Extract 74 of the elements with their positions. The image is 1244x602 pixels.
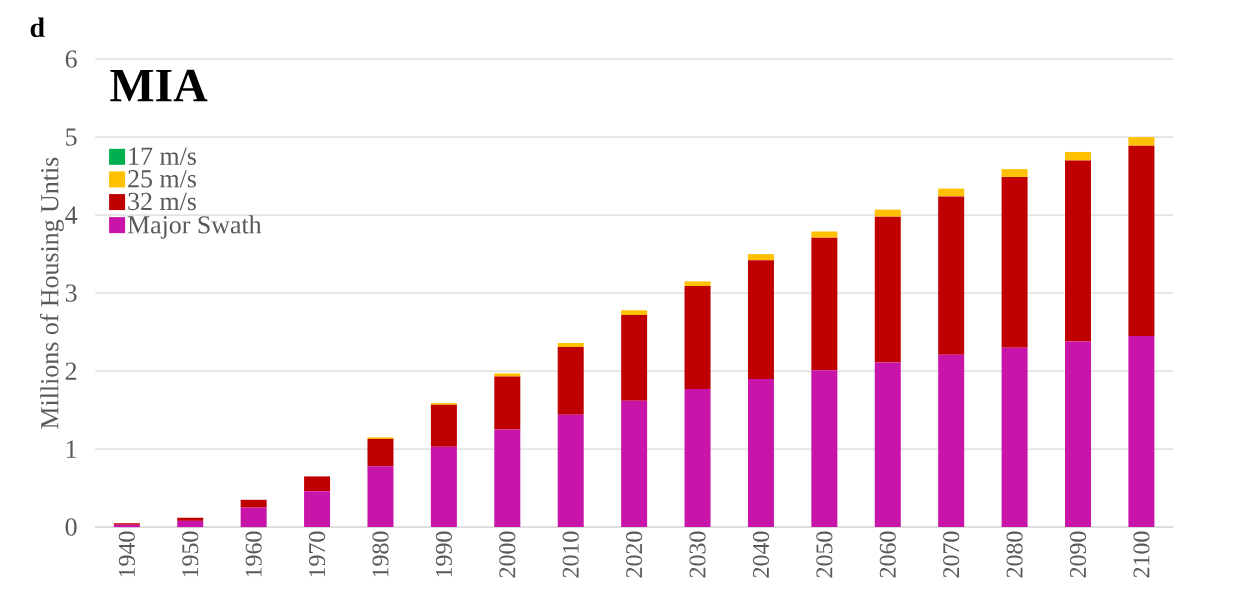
x-tick-label: 2010 xyxy=(562,531,579,578)
x-tick-label: 2060 xyxy=(879,531,896,578)
x-tick-label: 2080 xyxy=(1006,531,1023,578)
bar xyxy=(747,378,774,528)
chart-title: MIA xyxy=(110,69,208,102)
y-tick-label: 6 xyxy=(65,50,77,68)
bar xyxy=(938,188,965,197)
bar xyxy=(367,466,394,528)
x-tick-label: 1970 xyxy=(309,531,326,577)
x-tick-label: 1990 xyxy=(435,531,452,577)
bar xyxy=(684,389,711,528)
bar xyxy=(240,499,267,508)
y-tick-label: 4 xyxy=(65,206,78,224)
bar xyxy=(557,346,584,415)
bar xyxy=(938,354,965,528)
x-tick-label: 2030 xyxy=(689,531,706,578)
bar xyxy=(811,370,838,528)
x-tick-label: 1980 xyxy=(372,531,389,577)
bar xyxy=(621,310,648,315)
legend-label: Major Swath xyxy=(127,215,262,239)
y-tick-label: 0 xyxy=(65,518,77,536)
bar xyxy=(811,231,838,238)
bar xyxy=(874,216,901,363)
bar xyxy=(430,446,457,528)
bar xyxy=(1128,137,1155,146)
bar xyxy=(1065,341,1091,528)
x-tick-label: 2070 xyxy=(943,531,960,578)
legend-label: 32 m/s xyxy=(128,192,196,211)
x-tick-label: 2020 xyxy=(626,531,643,578)
bar xyxy=(1001,176,1028,348)
x-tick-label: 2050 xyxy=(816,531,833,578)
bar xyxy=(747,254,774,261)
y-tick-label: 1 xyxy=(66,440,77,458)
bar xyxy=(494,373,521,377)
bar xyxy=(621,314,648,401)
bar xyxy=(1065,151,1091,161)
bar xyxy=(1001,169,1028,177)
x-tick-label: 2090 xyxy=(1069,531,1087,578)
x-tick-label: 1940 xyxy=(118,531,135,577)
bar xyxy=(874,209,901,217)
bar xyxy=(367,438,394,467)
x-tick-label: 1950 xyxy=(182,531,199,577)
bar xyxy=(557,414,584,528)
bar xyxy=(874,362,901,528)
bar xyxy=(938,196,965,355)
x-tick-label: 2100 xyxy=(1133,531,1150,578)
bar xyxy=(811,237,838,371)
bar xyxy=(1065,160,1091,342)
y-tick-label: 2 xyxy=(65,362,77,380)
bar xyxy=(621,400,648,528)
bar xyxy=(494,429,521,528)
bar xyxy=(1001,347,1028,528)
bar xyxy=(1128,336,1155,528)
bar xyxy=(557,343,584,347)
y-tick-label: 5 xyxy=(66,128,77,146)
bar xyxy=(494,376,521,430)
bar xyxy=(304,491,331,528)
bar xyxy=(177,517,204,521)
bar xyxy=(177,520,204,528)
bar xyxy=(430,404,457,447)
bar xyxy=(684,286,711,390)
bar xyxy=(1128,145,1155,337)
text: d xyxy=(30,17,45,38)
bar xyxy=(240,507,267,528)
bar xyxy=(304,476,331,492)
legend-label: 25 m/s xyxy=(128,170,196,188)
legend-label: 17 m/s xyxy=(129,147,196,165)
bar xyxy=(747,260,774,379)
y-axis-title: Millions of Housing Untis xyxy=(39,157,64,429)
bar xyxy=(684,281,711,287)
x-tick-label: 2000 xyxy=(499,531,516,578)
x-tick-label: 1960 xyxy=(245,531,262,577)
y-tick-label: 3 xyxy=(65,284,77,302)
x-tick-label: 2040 xyxy=(752,531,770,578)
